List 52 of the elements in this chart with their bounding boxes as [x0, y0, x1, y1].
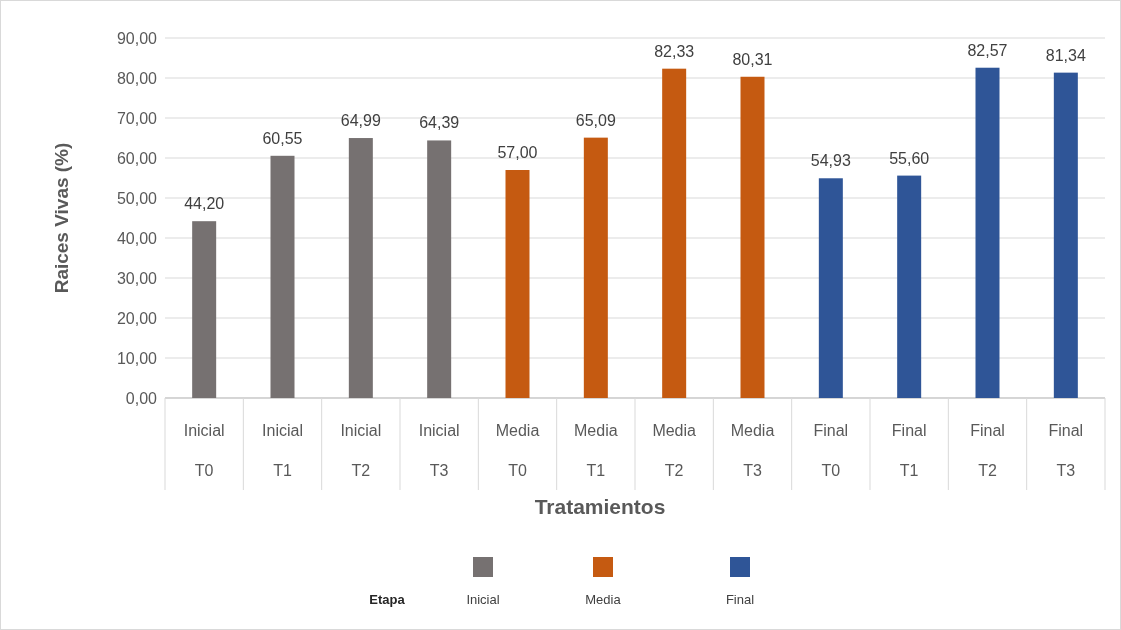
- bar: [975, 67, 1000, 398]
- bar: [662, 68, 687, 398]
- data-label: 65,09: [575, 111, 616, 129]
- bar: [1053, 72, 1078, 398]
- y-tick-label: 0,00: [125, 389, 158, 407]
- data-label: 82,33: [654, 42, 695, 60]
- y-tick-label: 60,00: [116, 149, 158, 167]
- data-label: 80,31: [732, 50, 773, 68]
- data-label: 82,57: [967, 41, 1008, 59]
- category-label: Inicial T1: [262, 422, 303, 479]
- legend-title: Etapa: [369, 592, 406, 607]
- y-tick-label: 90,00: [116, 29, 158, 47]
- legend-label: Media: [585, 592, 622, 607]
- data-label: 54,93: [810, 152, 851, 170]
- x-axis-title: Tratamientos: [534, 495, 666, 518]
- data-label: 44,20: [184, 195, 225, 213]
- y-axis-title: Raices Vivas (%): [51, 142, 72, 294]
- category-label: Inicial T3: [418, 422, 460, 479]
- bar: [583, 137, 608, 398]
- bar: [505, 170, 530, 398]
- bar: [348, 138, 373, 398]
- bar: [740, 76, 765, 398]
- category-label: Media T1: [574, 422, 618, 479]
- category-label: Media T3: [730, 422, 775, 479]
- category-label: Media T0: [495, 422, 540, 479]
- category-label: Inicial T0: [183, 422, 225, 479]
- data-label: 60,55: [262, 129, 303, 147]
- data-label: 57,00: [497, 144, 538, 161]
- legend-label: Inicial: [466, 592, 500, 607]
- category-label: Final T0: [813, 422, 849, 479]
- y-tick-label: 40,00: [116, 229, 158, 247]
- bar: [270, 155, 295, 398]
- category-label: Inicial T2: [340, 422, 382, 479]
- category-label: Final T3: [1048, 422, 1084, 479]
- y-tick-label: 70,00: [116, 109, 158, 127]
- data-label: 81,34: [1045, 46, 1086, 64]
- bar: [427, 140, 452, 398]
- category-label: Final T1: [891, 422, 927, 479]
- category-label: Media T2: [652, 422, 696, 479]
- bar: [192, 221, 217, 398]
- data-label: 55,60: [889, 149, 930, 167]
- y-tick-label: 30,00: [116, 269, 158, 287]
- bar: [818, 178, 843, 398]
- category-label: Final T2: [970, 422, 1005, 479]
- data-label: 64,39: [419, 114, 460, 132]
- y-tick-label: 20,00: [116, 309, 158, 327]
- y-tick-label: 10,00: [116, 349, 158, 367]
- data-label: 64,99: [340, 112, 381, 130]
- legend-label: Final: [725, 592, 755, 607]
- bar: [897, 175, 922, 398]
- y-tick-label: 50,00: [116, 189, 158, 207]
- y-tick-label: 80,00: [116, 69, 158, 87]
